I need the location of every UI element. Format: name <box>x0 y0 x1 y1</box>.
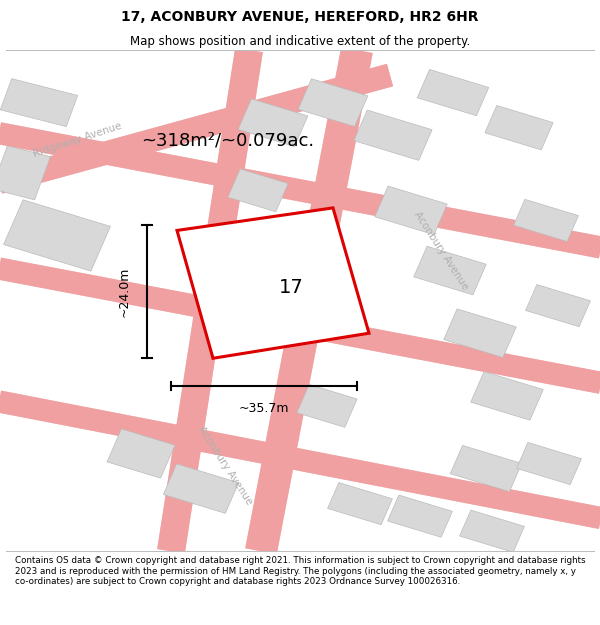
Bar <box>228 169 288 212</box>
Bar <box>328 482 392 525</box>
Text: Contains OS data © Crown copyright and database right 2021. This information is : Contains OS data © Crown copyright and d… <box>15 556 586 586</box>
Bar <box>0 146 50 200</box>
Bar <box>107 429 175 478</box>
Bar <box>471 371 543 420</box>
Bar <box>1 79 77 127</box>
Bar <box>375 186 447 235</box>
Text: Ridgeway Avenue: Ridgeway Avenue <box>32 121 124 159</box>
Bar <box>4 200 110 271</box>
Bar <box>517 442 581 484</box>
Bar <box>444 309 516 358</box>
Bar <box>354 110 432 161</box>
Bar <box>417 69 489 116</box>
Bar <box>264 277 324 319</box>
Bar <box>485 106 553 150</box>
Text: Map shows position and indicative extent of the property.: Map shows position and indicative extent… <box>130 35 470 48</box>
Bar <box>388 495 452 538</box>
Bar <box>298 79 368 126</box>
Bar <box>514 199 578 241</box>
Bar <box>460 510 524 552</box>
Bar <box>238 99 308 146</box>
Text: 17, ACONBURY AVENUE, HEREFORD, HR2 6HR: 17, ACONBURY AVENUE, HEREFORD, HR2 6HR <box>121 10 479 24</box>
Bar <box>297 384 357 428</box>
Bar <box>414 246 486 295</box>
Text: ~35.7m: ~35.7m <box>239 402 289 415</box>
Text: 17: 17 <box>278 278 304 297</box>
Bar <box>526 284 590 327</box>
Text: ~318m²/~0.079ac.: ~318m²/~0.079ac. <box>142 131 314 149</box>
Bar <box>450 446 522 492</box>
Text: Aconbury Avenue: Aconbury Avenue <box>412 209 470 291</box>
Bar <box>163 464 239 513</box>
Text: Aconbury Avenue: Aconbury Avenue <box>196 425 254 507</box>
Polygon shape <box>177 208 369 358</box>
Text: ~24.0m: ~24.0m <box>118 267 131 317</box>
